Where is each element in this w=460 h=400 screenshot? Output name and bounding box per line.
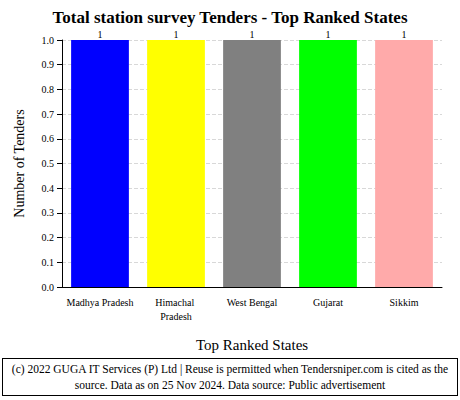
svg-text:0.7: 0.7 (42, 109, 55, 120)
svg-text:0.6: 0.6 (42, 133, 55, 144)
svg-text:1: 1 (402, 29, 407, 40)
svg-text:0.1: 0.1 (42, 257, 55, 268)
svg-text:1: 1 (98, 29, 103, 40)
svg-text:Number of Tenders: Number of Tenders (12, 109, 27, 217)
svg-text:1.0: 1.0 (42, 35, 55, 46)
svg-text:0.8: 0.8 (42, 84, 55, 95)
svg-text:Total station survey Tenders -: Total station survey Tenders - Top Ranke… (52, 8, 407, 27)
svg-text:0.9: 0.9 (42, 59, 55, 70)
svg-text:0.3: 0.3 (42, 207, 55, 218)
svg-text:Top Ranked States: Top Ranked States (196, 337, 308, 353)
svg-text:Pradesh: Pradesh (160, 311, 192, 322)
svg-text:Madhya Pradesh: Madhya Pradesh (67, 297, 134, 308)
svg-text:Sikkim: Sikkim (390, 297, 419, 308)
html-text:(c) 2022 GUGA IT Services (P): (c) 2022 GUGA IT Services (P) Ltd | Reus… (11, 363, 449, 391)
svg-text:1: 1 (326, 29, 331, 40)
svg-text:0.5: 0.5 (42, 158, 55, 169)
svg-text:Himachal: Himachal (155, 297, 196, 308)
svg-text:1: 1 (250, 29, 255, 40)
svg-text:Gujarat: Gujarat (313, 297, 343, 308)
svg-text:1: 1 (174, 29, 179, 40)
svg-text:0.4: 0.4 (42, 183, 55, 194)
svg-text:0.2: 0.2 (42, 232, 55, 243)
svg-text:West Bengal: West Bengal (227, 297, 278, 308)
svg-text:0.0: 0.0 (42, 282, 55, 293)
